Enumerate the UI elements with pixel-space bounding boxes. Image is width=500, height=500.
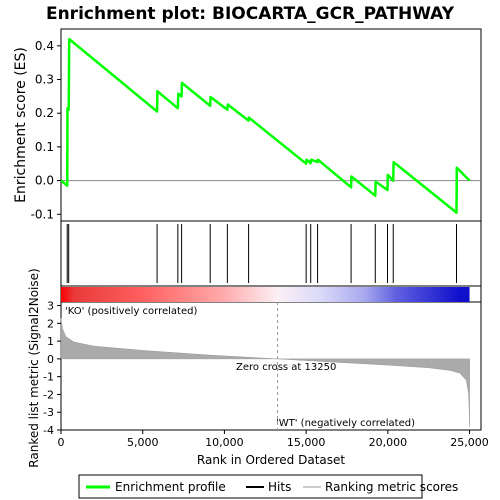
metric-ylabel: Ranked list metric (Signal2Noise) bbox=[27, 268, 41, 467]
xtick-label-5: 25,000 bbox=[450, 436, 489, 449]
chart-title: Enrichment plot: BIOCARTA_GCR_PATHWAY bbox=[46, 4, 455, 24]
metric-ytick-label-3: -1 bbox=[43, 371, 54, 384]
legend-label-enrichment-profile: Enrichment profile bbox=[115, 480, 226, 494]
metric-ytick-label-2: -2 bbox=[43, 388, 54, 401]
negative-annotation: 'WT' (negatively correlated) bbox=[276, 418, 415, 429]
xtick-label-1: 5,000 bbox=[127, 436, 159, 449]
metric-ytick-label-7: 3 bbox=[47, 300, 54, 313]
hits-panel bbox=[60, 220, 482, 287]
hits-layer bbox=[66, 224, 457, 283]
legend: Enrichment profile Hits Ranking metric s… bbox=[78, 474, 458, 499]
xtick-label-0: 0 bbox=[58, 436, 65, 449]
ranking-metric-area bbox=[60, 317, 470, 427]
metric-ytick-label-5: 1 bbox=[47, 335, 54, 348]
zero-cross-annotation: Zero cross at 13250 bbox=[236, 362, 336, 373]
es-ytick-label-3: 0.2 bbox=[35, 106, 54, 120]
positive-annotation: 'KO' (positively correlated) bbox=[65, 306, 197, 317]
axes-layer: -0.1 0.0 0.1 0.2 0.3 0.4 -4 -3 -2 -1 0 1 2 3 0 5,000 10,… bbox=[31, 39, 489, 449]
xtick-label-2: 10,000 bbox=[205, 436, 244, 449]
es-ytick-label-0: -0.1 bbox=[31, 207, 54, 221]
metric-ytick-label-0: -4 bbox=[43, 424, 54, 437]
metric-ytick-label-6: 2 bbox=[47, 317, 54, 330]
es-ytick-label-2: 0.1 bbox=[35, 140, 54, 154]
xtick-label-4: 20,000 bbox=[369, 436, 408, 449]
es-ytick-label-4: 0.3 bbox=[35, 73, 54, 87]
metric-ytick-label-4: 0 bbox=[47, 353, 54, 366]
legend-label-hits: Hits bbox=[268, 480, 291, 494]
legend-label-ranking-metric: Ranking metric scores bbox=[325, 480, 458, 494]
heatbar-layer bbox=[61, 287, 470, 302]
metric-ytick-label-1: -3 bbox=[43, 406, 54, 419]
x-axis-label: Rank in Ordered Dataset bbox=[197, 453, 345, 467]
es-layer bbox=[60, 37, 481, 214]
es-panel bbox=[60, 28, 482, 222]
xtick-label-3: 15,000 bbox=[287, 436, 326, 449]
enrichment-profile-line-0 bbox=[60, 37, 471, 214]
metric-layer bbox=[60, 302, 470, 430]
es-ytick-label-1: 0.0 bbox=[35, 174, 54, 188]
heatbar bbox=[61, 287, 470, 302]
es-ytick-label-5: 0.4 bbox=[35, 39, 54, 53]
es-ylabel: Enrichment score (ES) bbox=[13, 47, 29, 203]
